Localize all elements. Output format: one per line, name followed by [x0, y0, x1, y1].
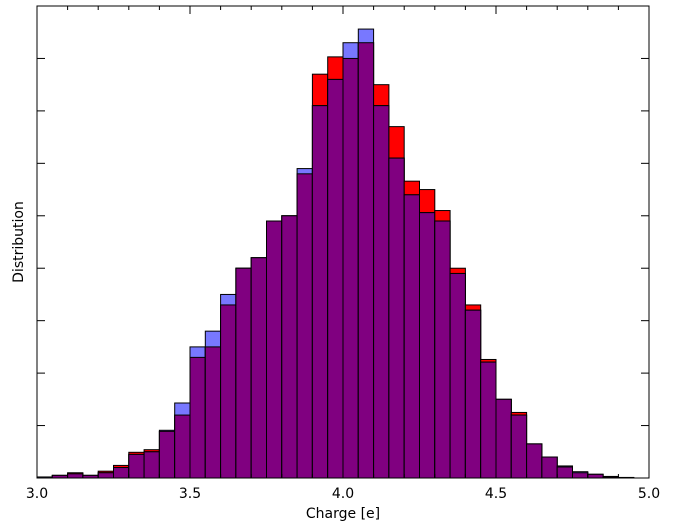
x-tick-label: 3.5	[179, 486, 201, 502]
x-tick-label: 3.0	[26, 486, 48, 502]
histogram-bar-overlap	[97, 472, 114, 479]
histogram-bar-overlap	[419, 212, 436, 479]
histogram-bar-overlap	[526, 443, 543, 479]
x-tick-label: 5.0	[638, 486, 660, 502]
histogram-bar-overlap	[204, 346, 222, 479]
histogram-bar-overlap	[480, 361, 497, 479]
histogram-bar-overlap	[357, 42, 375, 479]
histogram-bar-overlap	[342, 57, 359, 479]
histogram-bar-overlap	[556, 466, 574, 479]
y-axis-label: Distribution	[11, 201, 27, 283]
histogram-bar-overlap	[250, 257, 267, 479]
histogram-bar-overlap	[113, 467, 130, 479]
histogram-bar-overlap	[327, 78, 344, 479]
y-axis-ticks	[37, 57, 649, 427]
histogram-bar-overlap	[235, 267, 252, 479]
histogram-bar-overlap	[587, 473, 604, 479]
histogram-bar-overlap	[311, 105, 329, 479]
x-tick-label: 4.0	[332, 486, 354, 502]
x-axis-label: Charge [e]	[306, 506, 380, 522]
histogram-bar-overlap	[143, 451, 160, 479]
histogram-bar-overlap	[572, 472, 589, 479]
histogram-bar-overlap	[541, 456, 558, 479]
histogram-bar-overlap	[67, 473, 84, 479]
histogram-bar-overlap	[220, 304, 237, 479]
x-axis-ticks	[36, 6, 650, 478]
histogram-bar-overlap	[128, 453, 145, 479]
x-axis-tick-labels: 3.0 3.5 4.0 4.5 5.0	[26, 486, 660, 502]
histogram-bar-overlap	[449, 272, 466, 479]
x-tick-label: 4.5	[485, 486, 507, 502]
histogram-bar-overlap	[281, 215, 298, 479]
histogram-bar-overlap	[373, 105, 390, 479]
histogram-bar-overlap	[510, 414, 528, 479]
histogram-bar-overlap	[495, 398, 512, 479]
histogram-bar-overlap	[189, 356, 206, 479]
histogram-bar-overlap	[434, 220, 451, 479]
histogram-bar-overlap	[388, 157, 405, 479]
histogram-bars	[36, 28, 635, 479]
histogram-bar-overlap	[296, 173, 313, 479]
histogram-bar-overlap	[403, 194, 421, 479]
histogram-bar-overlap	[464, 309, 482, 479]
histogram-bar-overlap	[158, 430, 176, 479]
histogram-bar-overlap	[174, 414, 191, 479]
histogram-bar-overlap	[266, 220, 283, 479]
